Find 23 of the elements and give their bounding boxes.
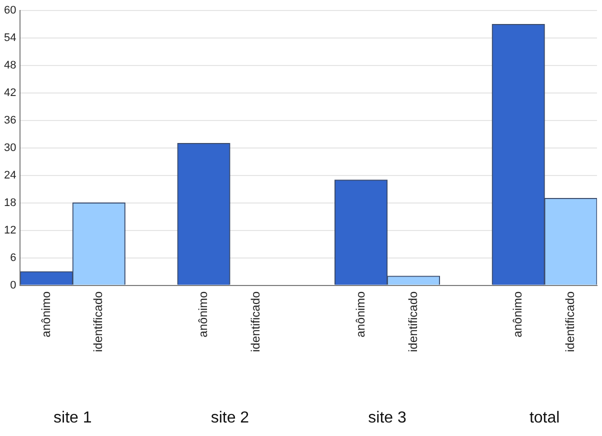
y-tick-label: 24 — [4, 169, 16, 182]
x-tick-label: anônimo — [510, 290, 525, 338]
y-tick-label: 54 — [4, 32, 16, 44]
y-tick-label: 36 — [4, 114, 16, 127]
x-tick-label: anônimo — [353, 290, 368, 338]
x-tick-label: identificado — [406, 290, 420, 352]
y-tick-label: 6 — [10, 252, 16, 264]
y-tick-label: 18 — [4, 196, 16, 209]
text: site 3 — [368, 409, 406, 426]
x-tick-label: identificado — [563, 290, 578, 352]
x-tick-label: anônimo — [196, 290, 210, 338]
text: site 2 — [210, 409, 250, 426]
text: total — [529, 409, 560, 426]
y-tick-label: 12 — [4, 224, 16, 236]
x-tick-label: identificado — [248, 290, 262, 352]
x-tick-label: anônimo — [38, 290, 53, 338]
text: site 1 — [54, 409, 92, 426]
y-tick-label: 60 — [4, 4, 16, 17]
y-tick-label: 0 — [10, 279, 16, 292]
y-tick-label: 30 — [4, 142, 16, 154]
y-tick-label: 48 — [4, 60, 16, 72]
y-tick-label: 42 — [4, 87, 16, 100]
x-tick-label: identificado — [91, 290, 106, 352]
